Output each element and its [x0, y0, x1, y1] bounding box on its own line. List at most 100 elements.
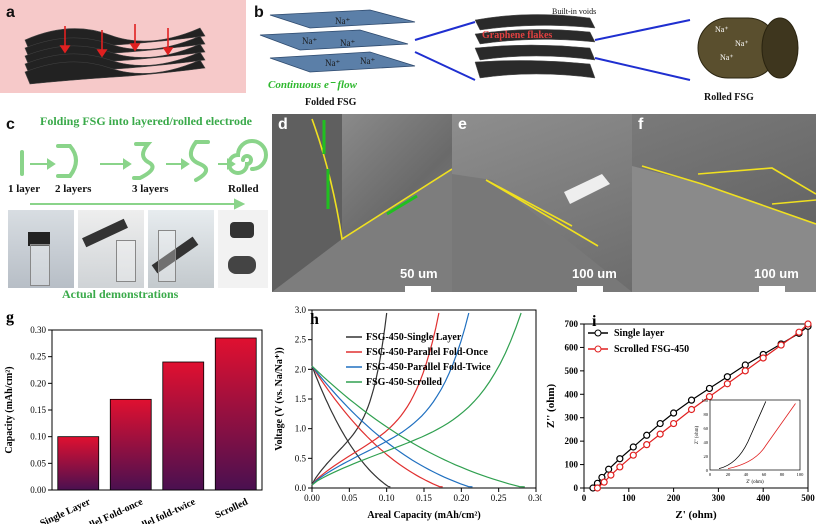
sem-image-d	[272, 114, 452, 292]
demo-caption: Actual demonstrations	[62, 287, 179, 301]
legend-label: FSG-450-Scrolled	[366, 377, 442, 388]
panel-f: f 100 um	[632, 114, 816, 292]
x-tick-label: 500	[801, 493, 815, 503]
data-point	[723, 380, 731, 388]
y-tick-label: 1.0	[295, 424, 307, 434]
data-point	[741, 361, 749, 369]
discharge-curve	[311, 365, 473, 488]
y-axis-title: Voltage (V (vs. Na/Na⁺))	[274, 347, 285, 451]
y-axis-title: Capacity (mAh/cm²)	[4, 366, 15, 453]
inset-x-tick: 100	[797, 472, 805, 477]
demo-photo-2	[78, 210, 144, 288]
bar	[109, 398, 152, 491]
y-tick-label: 400	[565, 389, 579, 399]
data-point	[643, 431, 651, 439]
inset-y-tick: 0	[706, 468, 709, 473]
x-tick-label: 0.05	[341, 493, 357, 503]
inset-x-tick: 60	[762, 472, 767, 477]
legend-label: Single layer	[614, 328, 665, 339]
data-point	[705, 393, 714, 401]
data-point	[656, 419, 664, 428]
inset-curve	[727, 403, 796, 469]
y-tick-label: 0.20	[30, 378, 46, 388]
step-label-1: 1 layer	[8, 183, 40, 195]
y-tick-label: 0.0	[295, 483, 307, 493]
x-tick-label: 300	[712, 493, 726, 503]
legend-label: FSG-450-Single Layer	[366, 332, 462, 343]
y-tick-label: 100	[565, 460, 579, 470]
y-tick-label: 0	[574, 483, 579, 493]
y-tick-label: 0.15	[30, 405, 46, 415]
x-axis-title: Areal Capacity (mAh/cm²)	[367, 510, 480, 521]
discharge-curve	[311, 365, 391, 488]
na-ion-label: Na⁺	[715, 25, 729, 34]
data-point	[795, 328, 803, 336]
na-ion-label: Na⁺	[325, 58, 340, 68]
step-label-3: 3 layers	[132, 183, 169, 195]
charge-curve	[311, 312, 440, 486]
inset-frame	[709, 399, 801, 471]
x-tick-label: 0.10	[379, 493, 395, 503]
data-point	[723, 373, 731, 381]
x-axis-title: Z' (ohm)	[675, 509, 717, 521]
stacked-sheets-illustration	[24, 24, 206, 85]
plot-frame	[583, 323, 809, 489]
panel-d: d 50 um	[272, 114, 452, 292]
electron-flow-label: Continuous e⁻ flow	[268, 79, 358, 91]
scale-bar-d: 50 um	[400, 266, 452, 292]
data-point	[804, 320, 812, 328]
bar	[57, 436, 100, 491]
y-tick-label: 3.0	[295, 305, 307, 315]
data-point	[687, 396, 696, 404]
sem-image-f	[632, 165, 816, 292]
x-tick-label: 0	[582, 493, 587, 503]
legend-label: Scrolled FSG-450	[614, 344, 689, 355]
data-point	[670, 419, 678, 428]
inset-y-tick: 60	[704, 426, 709, 431]
scale-label-f: 100 um	[754, 266, 799, 281]
inset-curve	[718, 401, 767, 469]
y-tick-label: 200	[565, 436, 579, 446]
x-tick-label: 0.25	[491, 493, 507, 503]
na-ion-label: Na⁺	[720, 53, 734, 62]
y-tick-label: 0.05	[30, 458, 46, 468]
x-tick-label: 400	[756, 493, 770, 503]
data-point	[616, 455, 624, 463]
electrode-sample	[28, 232, 50, 246]
y-tick-label: 0.30	[30, 325, 46, 335]
data-point	[629, 443, 637, 451]
inset-y-tick: 20	[704, 454, 709, 459]
y-tick-label: 600	[565, 342, 579, 352]
inset-x-tick: 80	[780, 472, 785, 477]
flakes-label: Graphene flakes	[482, 30, 552, 41]
discharge-curve	[311, 365, 525, 488]
folding-title: Folding FSG into layered/rolled electrod…	[40, 114, 253, 128]
na-ion-label: Na⁺	[360, 56, 375, 66]
rolled-sample	[230, 222, 254, 238]
legend-label: FSG-450-Parallel Fold-Once	[366, 347, 488, 358]
inset-x-title: Z' (ohm)	[746, 480, 764, 485]
bar	[162, 361, 205, 491]
glass-vial	[30, 244, 50, 286]
x-tick-label: 0.20	[453, 493, 469, 503]
panel-c: c Folding FSG into layered/rolled electr…	[0, 112, 272, 302]
x-tick-label: 200	[667, 493, 681, 503]
data-point	[656, 430, 664, 438]
inset-y-title: Z'' (ohm)	[695, 426, 700, 445]
scale-bar-e: 100 um	[572, 266, 632, 292]
charge-curve	[311, 312, 388, 486]
charge-curve	[311, 312, 522, 486]
demo-photo-1	[8, 210, 74, 288]
y-tick-label: 700	[565, 319, 579, 329]
y-axis-title: Z'' (ohm)	[545, 384, 557, 429]
inset-x-tick: 0	[709, 472, 712, 477]
panel-label-d: d	[278, 116, 288, 133]
legend-marker	[594, 329, 602, 337]
chart-g-bar: g 0.00 0.05 0.10 0.15 0.20 0.25 0.30 Single Lay…	[4, 309, 263, 524]
y-tick-label: 0.5	[295, 453, 307, 463]
data-point	[741, 367, 749, 375]
data-point	[670, 409, 678, 417]
chart-h-line: h 0.00 0.05 0.10 0.15 0.20 0.25 0.30 0.0 0.5 1.0 1…	[274, 305, 542, 521]
demo-photo-4	[218, 210, 268, 288]
panel-label-i: i	[592, 313, 597, 330]
